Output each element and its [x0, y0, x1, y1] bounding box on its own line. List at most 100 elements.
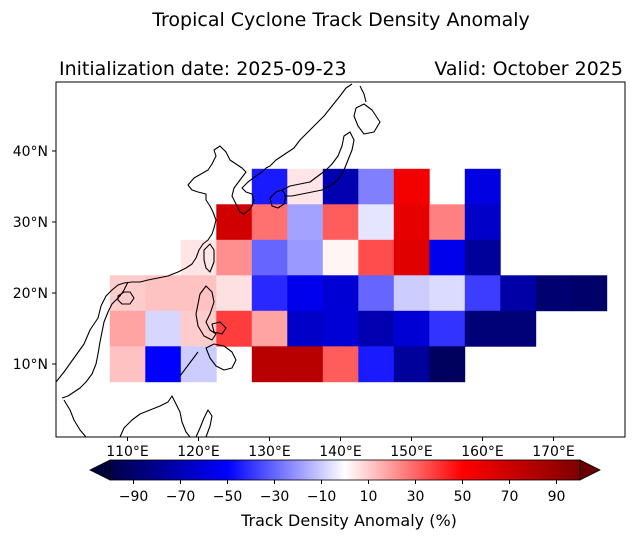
heatmap-cell	[358, 346, 395, 383]
heatmap-cell	[287, 310, 324, 347]
colorbar-tick-label: −10	[307, 489, 337, 505]
heatmap-cell	[322, 204, 359, 241]
heatmap-cell	[109, 275, 146, 312]
heatmap-cell	[393, 239, 430, 276]
x-tick-label: 140°E	[319, 444, 362, 460]
heatmap-cell	[251, 239, 288, 276]
init-date-label: Initialization date: 2025-09-23	[59, 58, 347, 80]
coastline-borneo	[119, 395, 191, 438]
heatmap-cell	[322, 239, 359, 276]
y-tick-label: 10°N	[13, 357, 48, 373]
heatmap-cell	[358, 275, 395, 312]
heatmap-cell	[322, 275, 359, 312]
heatmap-cell	[358, 310, 395, 347]
heatmap-cell	[393, 168, 430, 205]
heatmap-cell	[358, 168, 395, 205]
x-tick-label: 120°E	[177, 444, 220, 460]
heatmap-cell	[287, 346, 324, 383]
heatmap-cell	[287, 168, 324, 205]
heatmap-cell	[464, 168, 501, 205]
heatmap-cell	[429, 275, 466, 312]
heatmap-cell	[145, 310, 182, 347]
coastline-sulawesi	[195, 409, 213, 438]
heatmap-cell	[429, 310, 466, 347]
colorbar-tick-label: −90	[119, 489, 149, 505]
colorbar-tick-label: −70	[166, 489, 196, 505]
heatmap-cell	[429, 239, 466, 276]
colorbar-tick-label: 30	[407, 489, 425, 505]
colorbar-tick-label: 70	[501, 489, 519, 505]
y-tick-label: 30°N	[13, 215, 48, 231]
y-axis-ticks: 10°N 20°N 30°N 40°N	[13, 144, 56, 373]
heatmap-cell	[429, 346, 466, 383]
y-tick-label: 20°N	[13, 286, 48, 302]
x-axis-ticks: 110°E 120°E 130°E 140°E 150°E 160°E 170°E	[106, 437, 575, 460]
coastline	[55, 83, 381, 438]
x-tick-label: 130°E	[248, 444, 291, 460]
colorbar-tick-label: 10	[360, 489, 378, 505]
heatmap-cell	[358, 239, 395, 276]
heatmap-cell	[216, 239, 253, 276]
heatmap-cell	[322, 310, 359, 347]
heatmap-cell	[322, 346, 359, 383]
heatmap-cell	[216, 275, 253, 312]
coastline-palawan	[179, 351, 199, 377]
colorbar-ticks: −90 −70 −50 −30 −10 10 30 50 70 90	[119, 480, 566, 505]
heatmap-cell	[287, 239, 324, 276]
heatmap-cell	[287, 275, 324, 312]
heatmap-cell	[464, 204, 501, 241]
heatmap-cell	[109, 346, 146, 383]
heatmap-cell	[216, 310, 253, 347]
heatmap-cell	[251, 346, 288, 383]
heatmap-cell	[251, 204, 288, 241]
heatmap-cell	[535, 275, 572, 312]
heatmap-cell	[287, 204, 324, 241]
colorbar-label: Track Density Anomaly (%)	[240, 511, 457, 530]
valid-date-label: Valid: October 2025	[434, 58, 623, 80]
coastline-hokkaido	[353, 103, 381, 135]
heatmap-cell	[180, 346, 217, 383]
heatmap-cell	[251, 275, 288, 312]
colorbar-bar	[109, 459, 581, 481]
colorbar: −90 −70 −50 −30 −10 10 30 50 70 90 Track Density …	[89, 459, 601, 530]
coastline-malay	[63, 399, 87, 438]
heatmap-cell	[180, 275, 217, 312]
x-tick-label: 150°E	[390, 444, 433, 460]
coastline-hainan	[117, 291, 135, 305]
x-tick-label: 160°E	[461, 444, 504, 460]
x-tick-label: 170°E	[532, 444, 575, 460]
heatmap-cell	[393, 346, 430, 383]
heatmap-cell	[464, 275, 501, 312]
coastline-kyushu	[269, 189, 287, 209]
chart-title: Tropical Cyclone Track Density Anomaly	[151, 9, 530, 31]
heatmap-cell	[145, 275, 182, 312]
heatmap-cell	[429, 204, 466, 241]
heatmap-cell	[393, 310, 430, 347]
heatmap-cell	[464, 310, 501, 347]
heatmap-cell	[216, 204, 253, 241]
coastline-indochina	[61, 281, 129, 399]
heatmap-cell	[393, 204, 430, 241]
coastline-taiwan	[203, 243, 215, 273]
heatmap-cell	[145, 346, 182, 383]
heatmap-cell	[358, 204, 395, 241]
colorbar-extend-low	[89, 459, 111, 481]
heatmap-cell	[571, 275, 608, 312]
heatmap-cell	[251, 310, 288, 347]
heatmap-cell	[109, 310, 146, 347]
colorbar-tick-label: −50	[213, 489, 243, 505]
heatmap-cell	[500, 310, 537, 347]
heatmap-cells	[109, 168, 608, 383]
heatmap-cell	[500, 275, 537, 312]
heatmap-cell	[464, 239, 501, 276]
heatmap-cell	[251, 168, 288, 205]
colorbar-tick-label: 50	[454, 489, 472, 505]
colorbar-tick-label: 90	[548, 489, 566, 505]
coastline-sakhalin	[359, 85, 367, 103]
colorbar-tick-label: −30	[260, 489, 290, 505]
coastline-mindanao	[205, 343, 237, 371]
coastline-honshu	[281, 131, 355, 197]
heatmap-cell	[393, 275, 430, 312]
coastline-luzon	[195, 285, 217, 341]
